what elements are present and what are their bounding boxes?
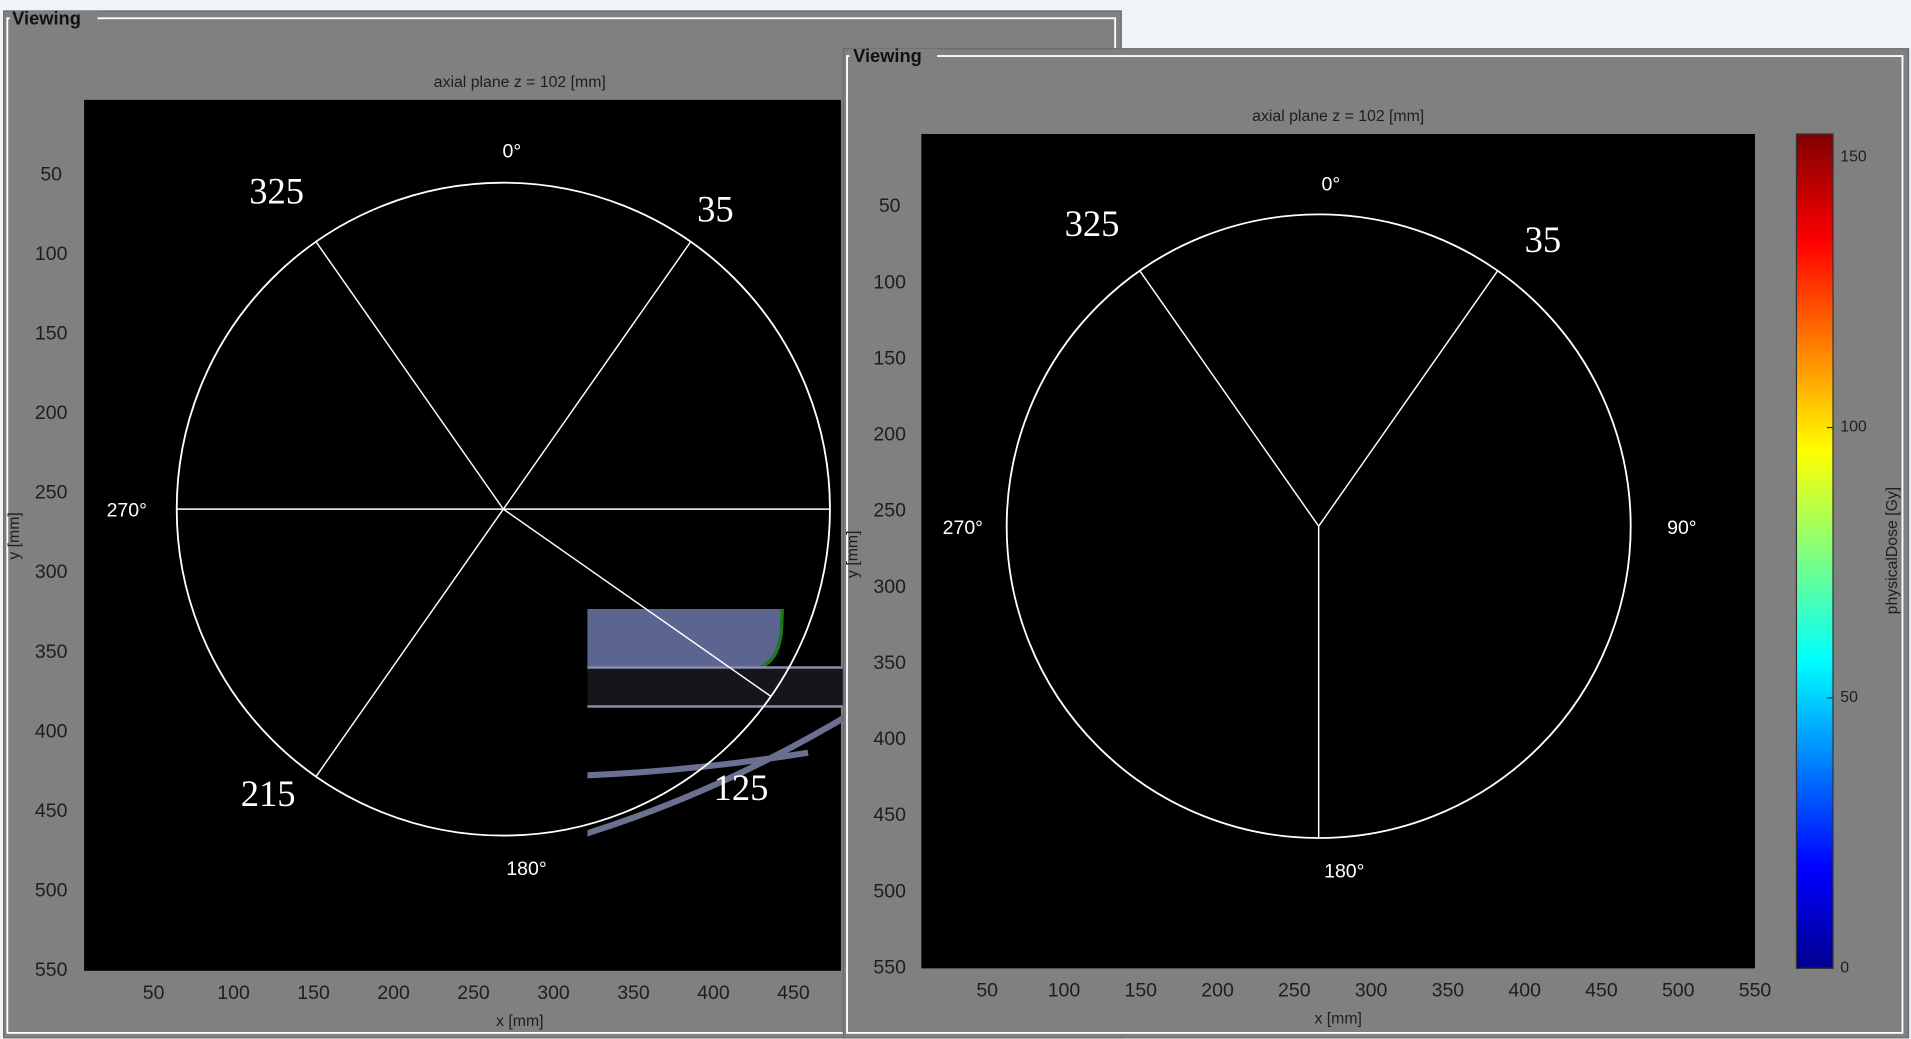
x-tick-label: 50 xyxy=(976,980,998,1002)
angle-label: 90° xyxy=(1667,517,1696,539)
viewing-panel: Viewing axial plane z = 102 [mm] 325 35 0° 27… xyxy=(842,45,1910,1039)
axes xyxy=(921,133,1755,969)
beam-line xyxy=(1139,270,1320,527)
x-tick-label: 200 xyxy=(1201,980,1234,1002)
x-tick-label: 400 xyxy=(697,982,730,1004)
beam-line xyxy=(502,508,772,697)
beam-line xyxy=(1318,270,1499,527)
y-tick-label: 500 xyxy=(873,880,906,902)
x-tick-label: 300 xyxy=(1355,980,1388,1002)
y-tick-label: 450 xyxy=(873,804,906,826)
beam-line xyxy=(315,508,504,777)
angle-label: 270° xyxy=(107,500,147,522)
beam-label: 325 xyxy=(1065,203,1120,244)
beam-label: 215 xyxy=(241,773,296,814)
beam-label: 325 xyxy=(249,170,304,211)
y-tick-label: 350 xyxy=(35,641,68,663)
y-tick-label: 250 xyxy=(873,500,906,522)
x-tick-label: 350 xyxy=(1432,980,1465,1002)
y-tick-label: 150 xyxy=(873,347,906,369)
x-tick-label: 200 xyxy=(377,982,410,1004)
colorbar xyxy=(1795,133,1834,969)
colorbar-tick-label: 150 xyxy=(1840,148,1867,165)
y-tick-label: 100 xyxy=(35,243,68,265)
beam-line xyxy=(315,241,504,510)
angle-label: 0° xyxy=(1322,173,1341,195)
x-tick-label: 450 xyxy=(777,982,810,1004)
beam-line xyxy=(502,241,692,510)
y-tick-label: 300 xyxy=(873,576,906,598)
y-tick-label: 250 xyxy=(35,482,68,504)
panel-title-bg xyxy=(9,10,98,29)
colorbar-tick-label: 0 xyxy=(1840,960,1849,977)
x-tick-label: 250 xyxy=(1278,980,1311,1002)
y-tick-label: 50 xyxy=(40,164,62,186)
x-tick-label: 300 xyxy=(537,982,570,1004)
x-tick-label: 450 xyxy=(1585,980,1618,1002)
y-tick-label: 100 xyxy=(873,271,906,293)
x-tick-label: 100 xyxy=(217,982,250,1004)
y-tick-label: 200 xyxy=(35,402,68,424)
panel-title-bg xyxy=(849,48,938,66)
beam-label: 35 xyxy=(697,189,734,230)
y-tick-label: 300 xyxy=(35,561,68,583)
x-tick-label: 500 xyxy=(1662,980,1695,1002)
x-tick-label: 350 xyxy=(617,982,650,1004)
angle-label: 270° xyxy=(943,517,983,539)
y-tick-label: 400 xyxy=(35,720,68,742)
x-tick-label: 250 xyxy=(457,982,490,1004)
table-base xyxy=(587,707,859,837)
y-tick-label: 350 xyxy=(873,652,906,674)
angle-label: 180° xyxy=(1324,860,1364,882)
colorbar-label: physicalDose [Gy] xyxy=(1884,487,1901,615)
y-axis-label: y [mm] xyxy=(6,512,23,559)
x-tick-label: 400 xyxy=(1508,980,1541,1002)
x-axis-label: x [mm] xyxy=(1314,1011,1361,1028)
x-axis-label: x [mm] xyxy=(496,1013,543,1030)
beam-overlay: 325 35 215 125 0° 270° 180° xyxy=(107,140,831,880)
plot-title: axial plane z = 102 [mm] xyxy=(434,74,606,91)
beam-label: 125 xyxy=(714,767,769,808)
beam-label: 35 xyxy=(1525,219,1562,260)
beam-overlay: 325 35 0° 270° 90° 180° xyxy=(943,173,1697,882)
panel-title: Viewing xyxy=(12,7,81,28)
x-tick-label: 150 xyxy=(297,982,330,1004)
panel-border xyxy=(846,55,1904,1034)
y-tick-label: 550 xyxy=(873,957,906,979)
angle-label: 0° xyxy=(503,140,522,162)
y-tick-label: 150 xyxy=(35,323,68,345)
y-tick-label: 50 xyxy=(879,195,901,217)
x-tick-label: 550 xyxy=(1739,980,1772,1002)
y-tick-label: 500 xyxy=(35,879,68,901)
plot-title: axial plane z = 102 [mm] xyxy=(1252,108,1424,125)
axes xyxy=(84,99,841,971)
angle-label: 180° xyxy=(506,858,546,880)
y-tick-label: 450 xyxy=(35,800,68,822)
x-tick-label: 150 xyxy=(1124,980,1157,1002)
colorbar-tick-label: 50 xyxy=(1840,689,1858,706)
panel-title: Viewing xyxy=(853,45,922,66)
x-tick-label: 50 xyxy=(143,982,165,1004)
colorbar-tick-label: 100 xyxy=(1840,419,1867,436)
y-tick-label: 200 xyxy=(873,424,906,446)
y-axis-label: y [mm] xyxy=(844,530,861,577)
y-tick-label: 550 xyxy=(35,959,68,981)
y-tick-label: 400 xyxy=(873,728,906,750)
x-tick-label: 100 xyxy=(1048,980,1081,1002)
